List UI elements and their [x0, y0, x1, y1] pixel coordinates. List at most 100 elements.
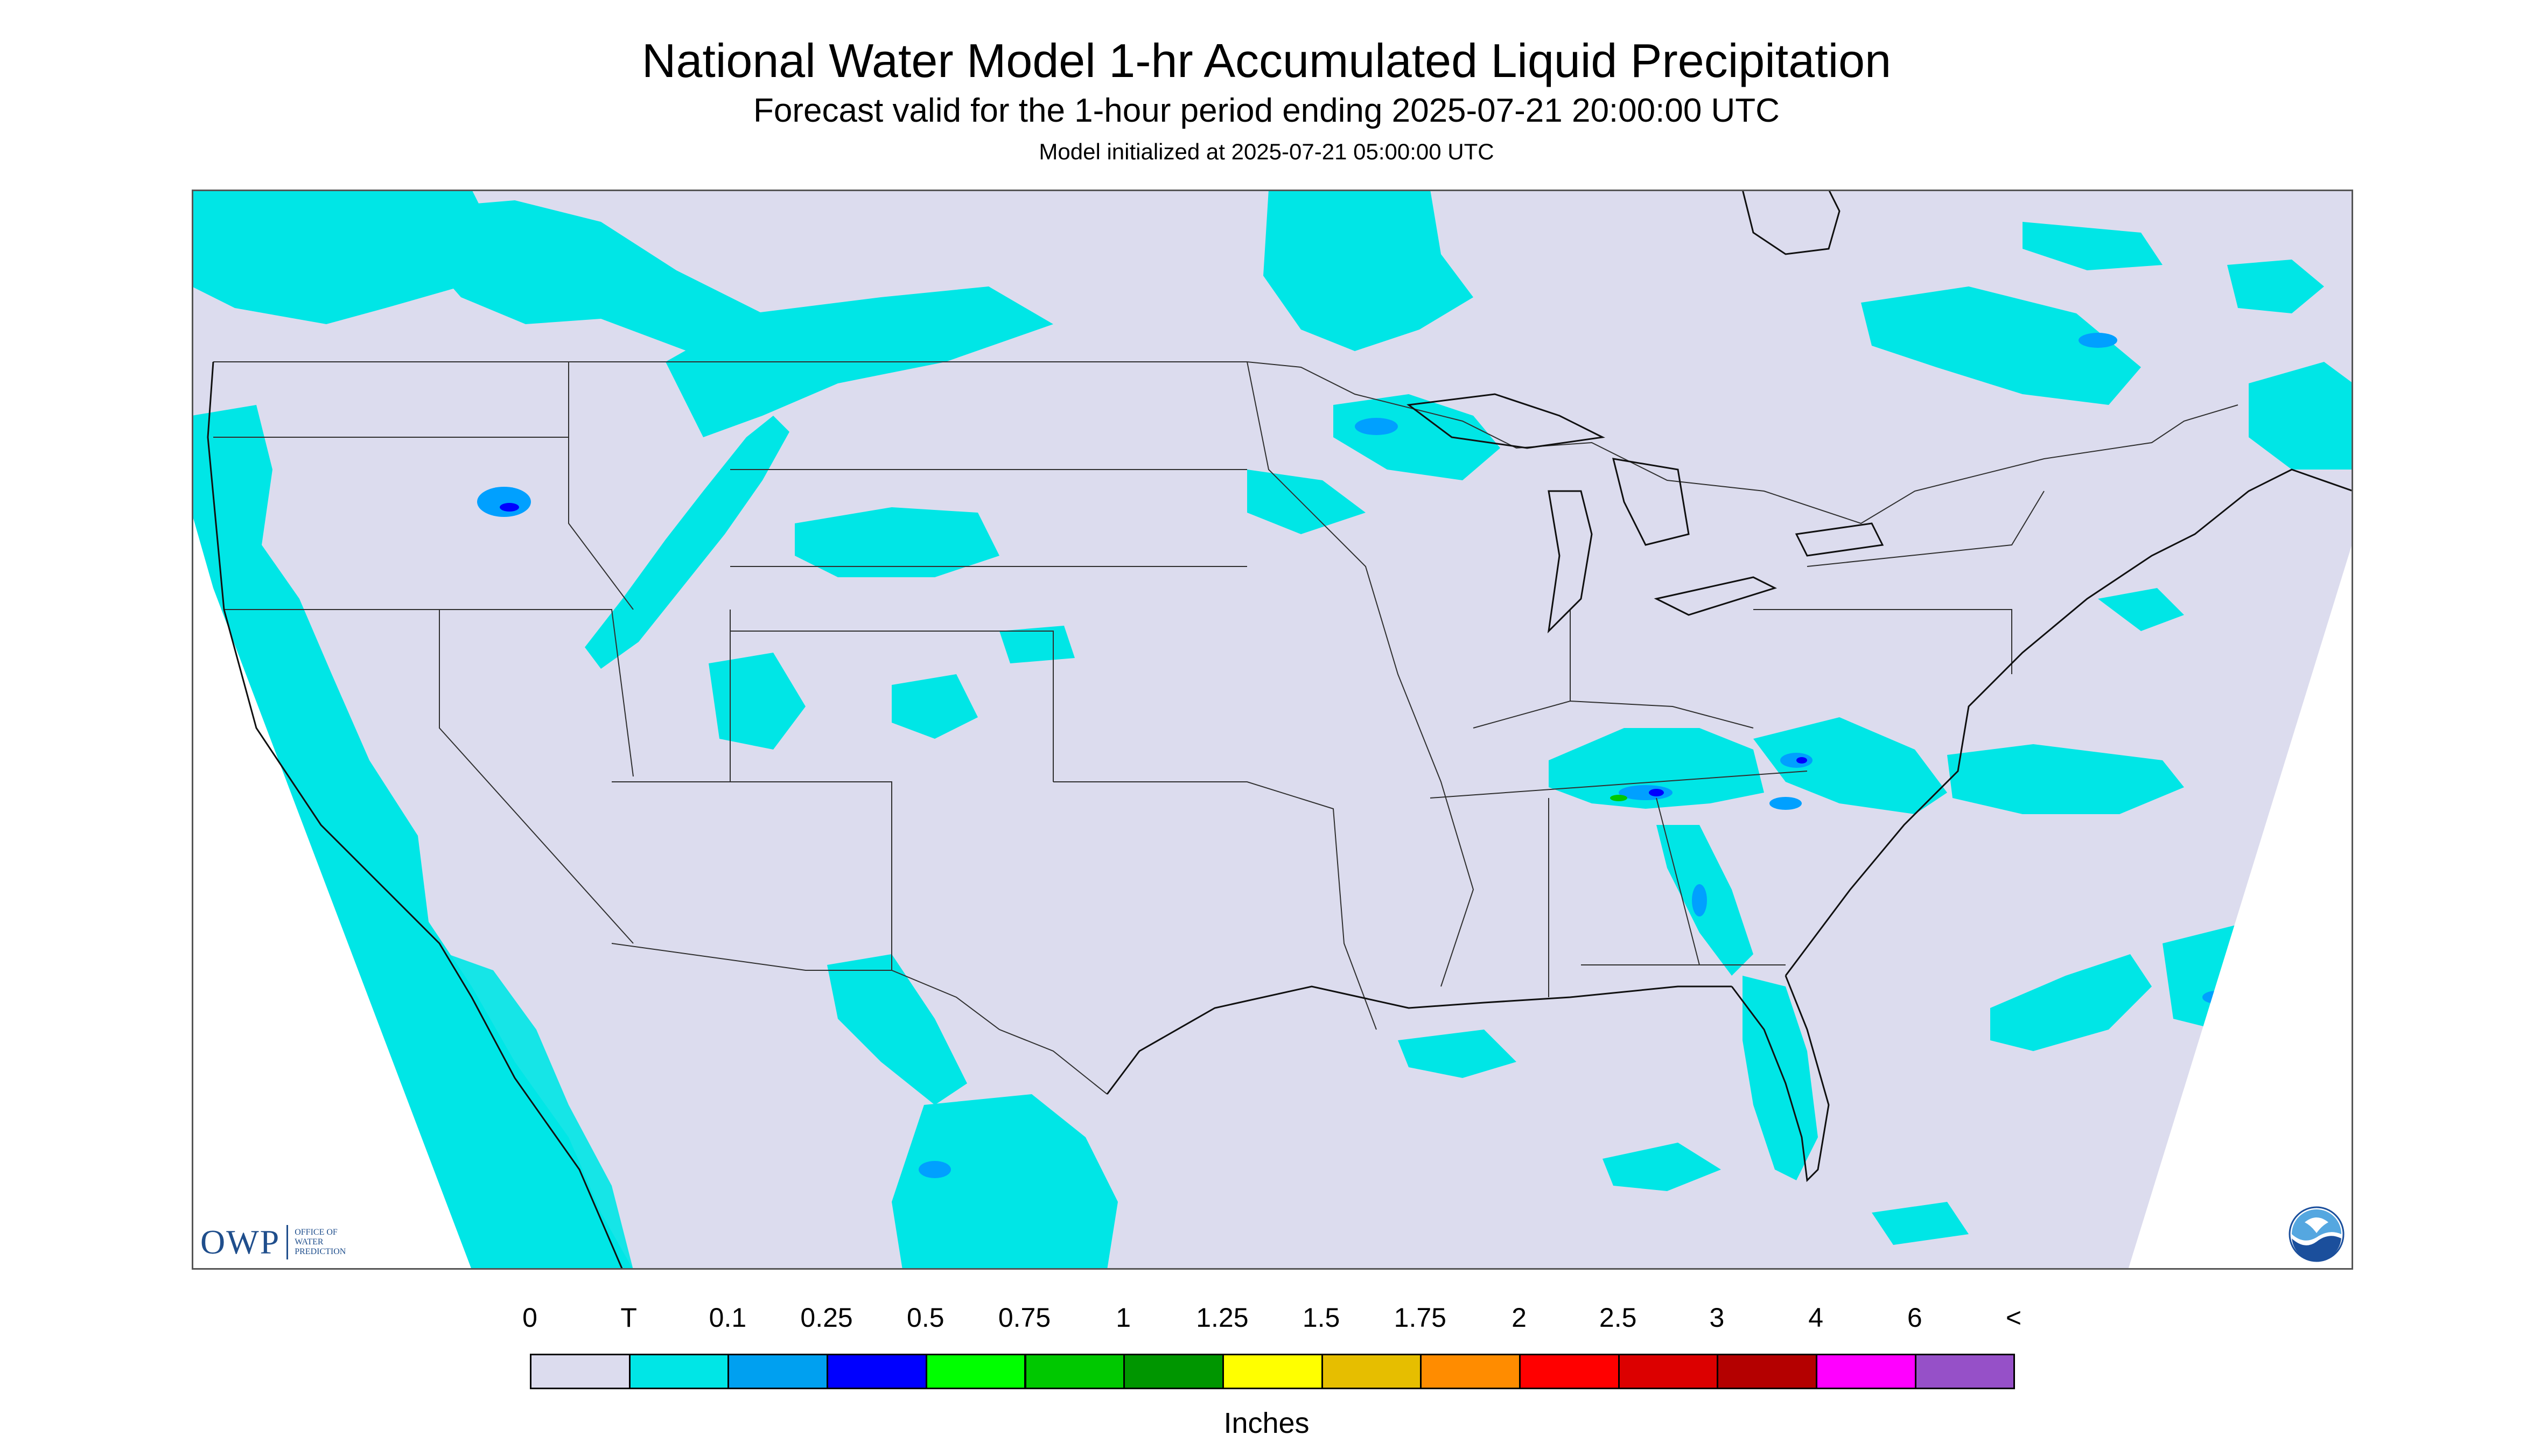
precip-area-arizona-newmexico: [709, 653, 806, 750]
state-line-co-ks: [730, 631, 1054, 782]
state-line-alabama-georgia: [1548, 797, 1700, 997]
state-line-tennessee: [1430, 771, 1808, 799]
legend-swatch: [1519, 1354, 1620, 1389]
heavy-cell-kentucky: [1649, 789, 1664, 796]
legend-swatch: [727, 1354, 829, 1389]
legend-swatch: [628, 1354, 730, 1389]
legend-tick-label: 0.75: [998, 1303, 1051, 1333]
map-title: National Water Model 1-hr Accumulated Li…: [641, 34, 1892, 87]
coastline-lake-michigan: [1547, 490, 1593, 634]
state-line-texas-oklahoma: [1053, 781, 1377, 1030]
precip-area-quebec: [1861, 286, 2141, 405]
legend-tick-label: 2.5: [1599, 1303, 1637, 1333]
precip-area-minnesota: [1247, 470, 1366, 534]
heavy-cell-carolinas: [1796, 757, 1807, 764]
moderate-precip-cells: [1610, 795, 1627, 801]
precipitation-map: [192, 190, 2353, 1270]
precip-cell-carolinas: [1769, 797, 1802, 810]
light-precip-cells: [477, 333, 2230, 1178]
legend-tick-label: <: [2005, 1303, 2022, 1333]
green-cell-kentucky: [1610, 795, 1627, 801]
precip-area-colorado: [892, 674, 978, 739]
state-line-new-york: [1807, 491, 2045, 567]
state-line-nm-tx: [730, 781, 892, 970]
precip-area-mid-atlantic-coast: [1947, 744, 2184, 814]
legend-tick-label: 4: [1808, 1303, 1823, 1333]
political-boundaries: [213, 361, 2238, 1095]
model-init-line: Model initialized at 2025-07-21 05:00:00…: [1039, 139, 1494, 164]
legend-tick-label: 2: [1512, 1303, 1527, 1333]
legend-swatch: [1024, 1354, 1125, 1389]
coastline-lake-huron: [1612, 458, 1690, 546]
precip-area-montana-wyoming: [795, 507, 999, 577]
coastline-lake-erie: [1654, 576, 1777, 616]
precip-area-maritimes: [2227, 260, 2324, 313]
coastline-pacific: [207, 361, 624, 1270]
coastline-gulf-of-mexico: [1106, 985, 1732, 1095]
precip-cell-oregon: [477, 487, 531, 517]
precip-area-new-england: [2098, 588, 2184, 631]
legend-swatch: [1914, 1354, 2016, 1389]
legend-swatch: [1222, 1354, 1323, 1389]
precip-cell-quebec: [2079, 333, 2117, 348]
precip-area-lake-superior: [1333, 394, 1500, 480]
legend-tick-label: 6: [1907, 1303, 1922, 1333]
precip-area-atlantic-offshore: [1990, 954, 2152, 1051]
precip-area-virginias: [1753, 717, 1947, 814]
state-line-nevada-utah: [439, 609, 634, 777]
legend-tick-label: 0.5: [907, 1303, 944, 1333]
legend-tick-label: 0: [522, 1303, 537, 1333]
legend-swatch: [1321, 1354, 1422, 1389]
coastline-atlantic: [1785, 468, 2353, 976]
state-line-mississippi-river: [1247, 361, 1474, 987]
precip-cell-lake-superior: [1355, 418, 1398, 435]
map-subtitle: Forecast valid for the 1-hour period end…: [753, 92, 1780, 129]
owp-logo-divider: [286, 1225, 289, 1259]
precip-area-idaho-band: [585, 416, 789, 669]
precip-area-baja: [418, 943, 633, 1270]
legend-tick-label: 1.25: [1196, 1303, 1249, 1333]
precip-cell-chihuahua: [919, 1161, 951, 1178]
precip-area-new-brunswick: [2249, 362, 2353, 470]
state-line-pennsylvania: [1753, 609, 2012, 674]
legend-swatch: [1618, 1354, 1719, 1389]
legend-swatch: [1420, 1354, 1521, 1389]
legend-tick-label: 1.5: [1302, 1303, 1340, 1333]
legend-swatch: [1717, 1354, 1818, 1389]
legend-swatch: [1123, 1354, 1224, 1389]
coastline-lake-superior: [1407, 393, 1605, 449]
noaa-logo-icon: [2289, 1206, 2345, 1262]
legend-tick-label: 3: [1709, 1303, 1725, 1333]
legend-tick-label: 0.1: [709, 1303, 747, 1333]
legend-tick-label: 1: [1116, 1303, 1131, 1333]
precip-area-gulf: [1398, 1030, 1516, 1078]
precip-cell-georgia: [1692, 884, 1707, 916]
precip-area-labrador: [2023, 222, 2163, 270]
legend-swatch: [1816, 1354, 1916, 1389]
map-frame: [192, 190, 2353, 1270]
precip-area-mexico-south: [892, 1094, 1118, 1270]
legend-tick-label: T: [620, 1303, 637, 1333]
coastlines: [207, 190, 2353, 1270]
heavy-cell-oregon: [500, 503, 519, 512]
precip-area-bc-interior: [386, 200, 795, 362]
legend-tick-label: 0.25: [800, 1303, 853, 1333]
legend-swatch: [827, 1354, 927, 1389]
legend-swatch: [925, 1354, 1026, 1389]
precip-area-yucatan-channel: [1603, 1143, 1721, 1191]
legend-units: Inches: [1223, 1407, 1310, 1439]
owp-logo: OWP OFFICE OF WATER PREDICTION: [200, 1222, 346, 1262]
legend-tick-label: 1.75: [1394, 1303, 1446, 1333]
coastline-lake-ontario: [1795, 522, 1884, 557]
state-line-idaho-montana: [568, 362, 634, 610]
precip-area-kentucky: [1549, 728, 1764, 809]
precip-area-ontario: [1263, 190, 1473, 351]
precip-area-caribbean-sea: [1872, 1202, 1969, 1245]
border-us-canada: [213, 361, 2238, 524]
legend-swatch: [530, 1354, 631, 1389]
border-us-mexico: [611, 943, 1108, 1095]
heavy-precip-cells: [500, 503, 1807, 796]
precip-area-nebraska: [999, 626, 1075, 663]
state-line-or-ca: [224, 609, 634, 944]
owp-logo-text: OWP: [200, 1223, 281, 1261]
